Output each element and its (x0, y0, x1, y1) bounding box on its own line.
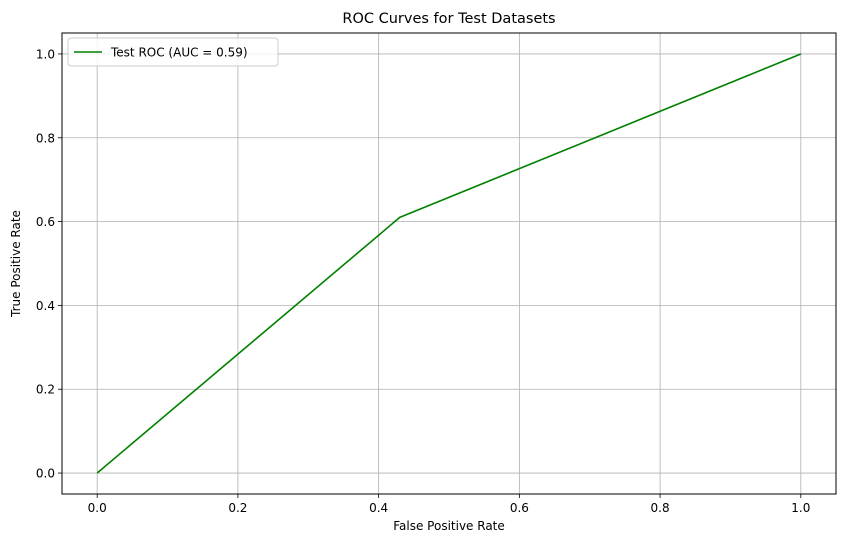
y-tick-label: 1.0 (36, 47, 55, 61)
x-tick-label: 0.8 (651, 501, 670, 515)
ticks: 0.0 0.2 0.4 0.6 0.8 1.0 0.0 0.2 0.4 0.6 0.8 1.0 (36, 47, 810, 515)
x-tick-label: 0.4 (369, 501, 388, 515)
y-tick-label: 0.0 (36, 467, 55, 481)
legend: Test ROC (AUC = 0.59) (67, 37, 279, 67)
x-tick-label: 0.6 (510, 501, 529, 515)
legend-label: Test ROC (AUC = 0.59) (110, 46, 248, 60)
roc-curve-line (96, 53, 802, 474)
legend-box (67, 37, 279, 67)
y-tick-label: 0.6 (36, 215, 55, 229)
x-tick-label: 1.0 (791, 501, 810, 515)
y-tick-label: 0.2 (36, 383, 55, 397)
chart-title: ROC Curves for Test Datasets (342, 11, 555, 27)
y-axis-title: True Positive Rate (9, 210, 23, 318)
plot-area-frame (61, 32, 837, 495)
y-tick-label: 0.4 (36, 299, 55, 313)
y-tick-label: 0.8 (36, 131, 55, 145)
series-layer (96, 53, 802, 474)
x-tick-label: 0.2 (228, 501, 247, 515)
x-tick-label: 0.0 (88, 501, 107, 515)
x-axis-title: False Positive Rate (393, 519, 505, 533)
